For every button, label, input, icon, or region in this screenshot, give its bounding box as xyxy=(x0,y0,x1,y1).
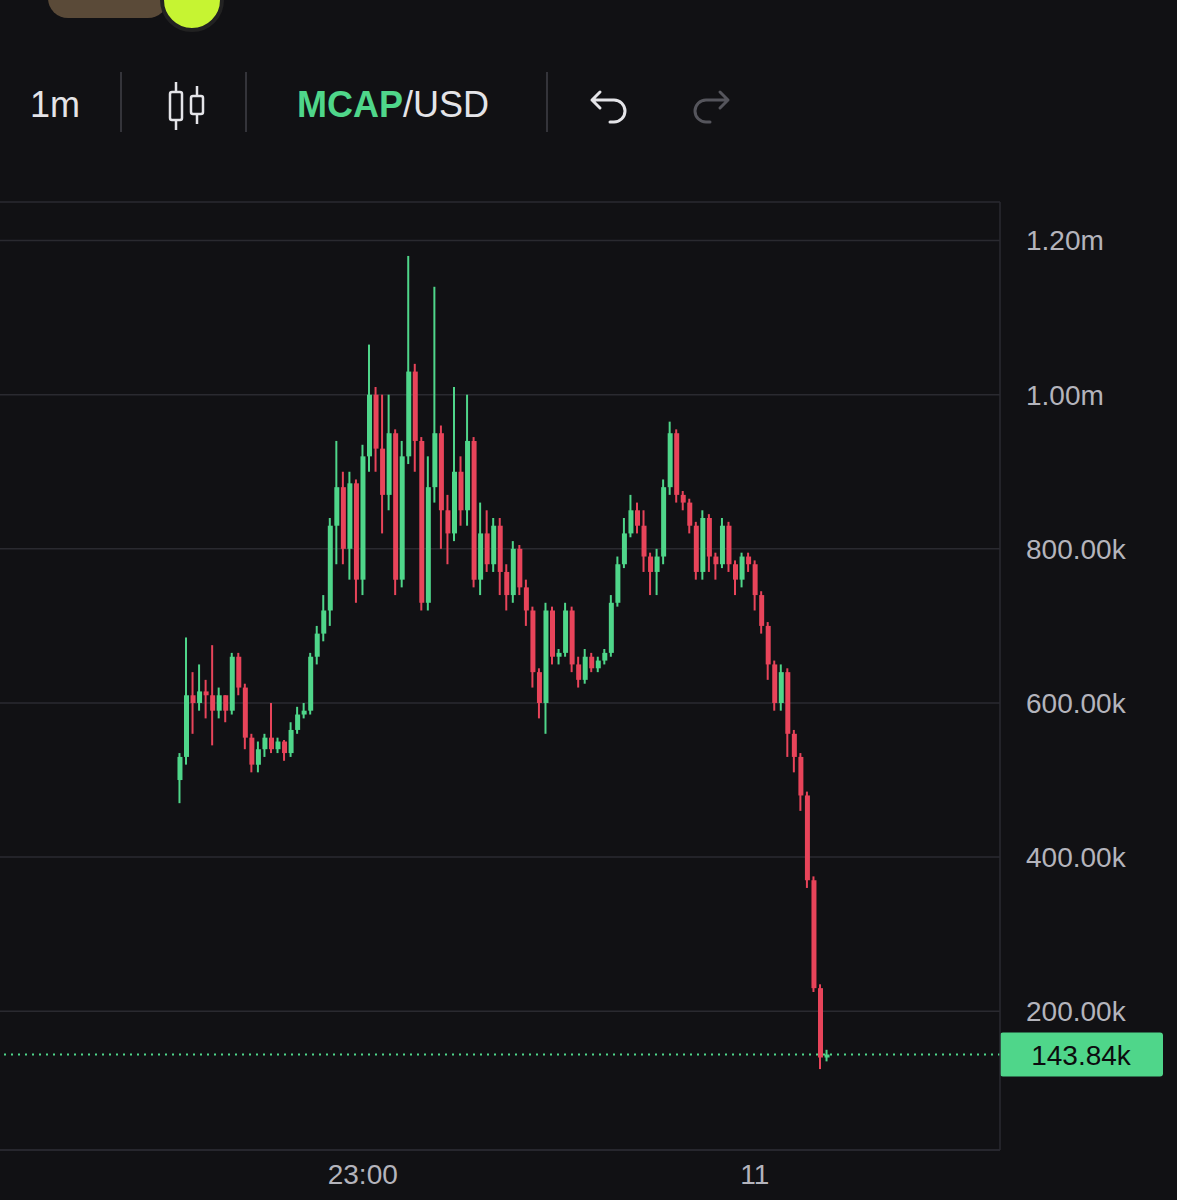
svg-text:1m: 1m xyxy=(30,84,80,125)
svg-text:800.00k: 800.00k xyxy=(1026,534,1127,565)
svg-text:200.00k: 200.00k xyxy=(1026,996,1127,1027)
svg-text:1.20m: 1.20m xyxy=(1026,225,1104,256)
svg-text:600.00k: 600.00k xyxy=(1026,688,1127,719)
svg-text:11: 11 xyxy=(740,1159,769,1190)
svg-text:23:00: 23:00 xyxy=(328,1159,398,1190)
svg-text:143.84k: 143.84k xyxy=(1031,1040,1132,1071)
svg-text:400.00k: 400.00k xyxy=(1026,842,1127,873)
svg-text:1.00m: 1.00m xyxy=(1026,380,1104,411)
svg-text:MCAP/USD: MCAP/USD xyxy=(297,84,489,125)
